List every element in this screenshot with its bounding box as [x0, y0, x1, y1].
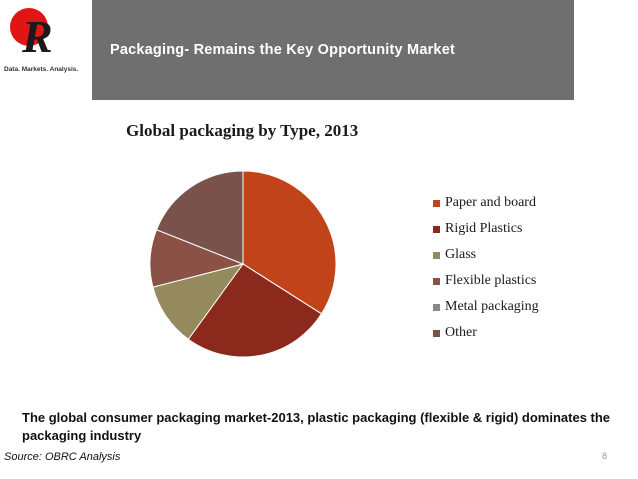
legend-label: Flexible plastics: [445, 273, 537, 288]
legend-label: Rigid Plastics: [445, 221, 523, 236]
page-number: 8: [602, 451, 608, 461]
legend-item: Rigid Plastics: [433, 216, 539, 242]
legend-swatch: [433, 303, 440, 311]
slide-caption: The global consumer packaging market-201…: [22, 410, 611, 443]
legend-swatch: [433, 329, 440, 337]
legend-item: Metal packaging: [433, 294, 539, 320]
source-note: Source: OBRC Analysis: [4, 451, 121, 463]
pie-slice-rigid-plastics: [187, 263, 323, 358]
legend-swatch: [433, 225, 440, 233]
legend-item: Glass: [433, 242, 539, 268]
legend-item: Other: [433, 320, 539, 346]
logo-letter: R: [22, 11, 53, 62]
legend-label: Paper and board: [445, 195, 536, 210]
logo-tagline: Data. Markets. Analysis.: [4, 66, 79, 73]
legend-swatch: [433, 199, 440, 207]
slide-title: Packaging- Remains the Key Opportunity M…: [110, 42, 455, 58]
legend-label: Glass: [445, 247, 477, 262]
title-bar: Packaging- Remains the Key Opportunity M…: [92, 0, 574, 100]
legend-label: Other: [445, 325, 477, 340]
chart-legend: Paper and board Rigid Plastics Glass Flexib…: [433, 190, 539, 346]
logo-red-circle: [10, 8, 48, 46]
legend-item: Paper and board: [433, 190, 539, 216]
legend-item: Flexible plastics: [433, 268, 539, 294]
pie-chart: [149, 170, 337, 358]
pie-slice-other: [155, 170, 244, 265]
legend-swatch: [433, 251, 440, 259]
chart-title: Global packaging by Type, 2013: [126, 121, 359, 140]
legend-label: Metal packaging: [445, 299, 539, 314]
legend-swatch: [433, 277, 440, 285]
company-logo: R Data. Markets. Analysis.: [0, 0, 90, 100]
pie-slice-paper-and-board: [242, 170, 337, 315]
